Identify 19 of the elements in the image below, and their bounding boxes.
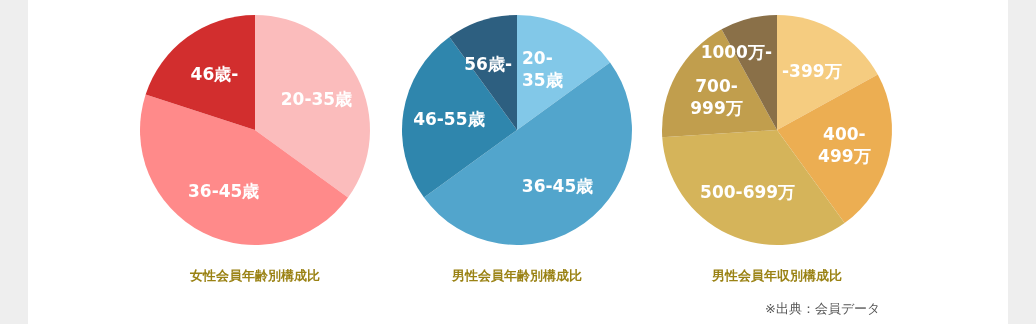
pie-slice	[145, 15, 255, 130]
text: 男性会員年齢別構成比	[451, 268, 582, 283]
slice-label: 46歳-	[190, 64, 239, 85]
text: 女性会員年齢別構成比	[189, 268, 320, 283]
slice-label: 400-499万	[818, 124, 871, 167]
slice-label: 36-45歳	[187, 181, 260, 202]
slice-label: 1000万-	[700, 42, 772, 63]
text: 男性会員年収別構成比	[711, 268, 842, 283]
slice-label: 36-45歳	[521, 175, 594, 196]
slice-label: 20-35歳	[522, 47, 563, 90]
pie-slice	[517, 15, 611, 130]
pie-slice	[402, 36, 517, 198]
slice-label: 700-999万	[690, 75, 743, 118]
slice-label: 46-55歳	[413, 109, 485, 130]
slice-label: -399万	[782, 60, 842, 81]
text: ※出典：会員データ	[765, 301, 880, 316]
slice-label: 20-35歳	[280, 88, 353, 109]
slice-label: 56歳-	[464, 54, 512, 75]
slice-label: 500-699万	[700, 182, 796, 203]
